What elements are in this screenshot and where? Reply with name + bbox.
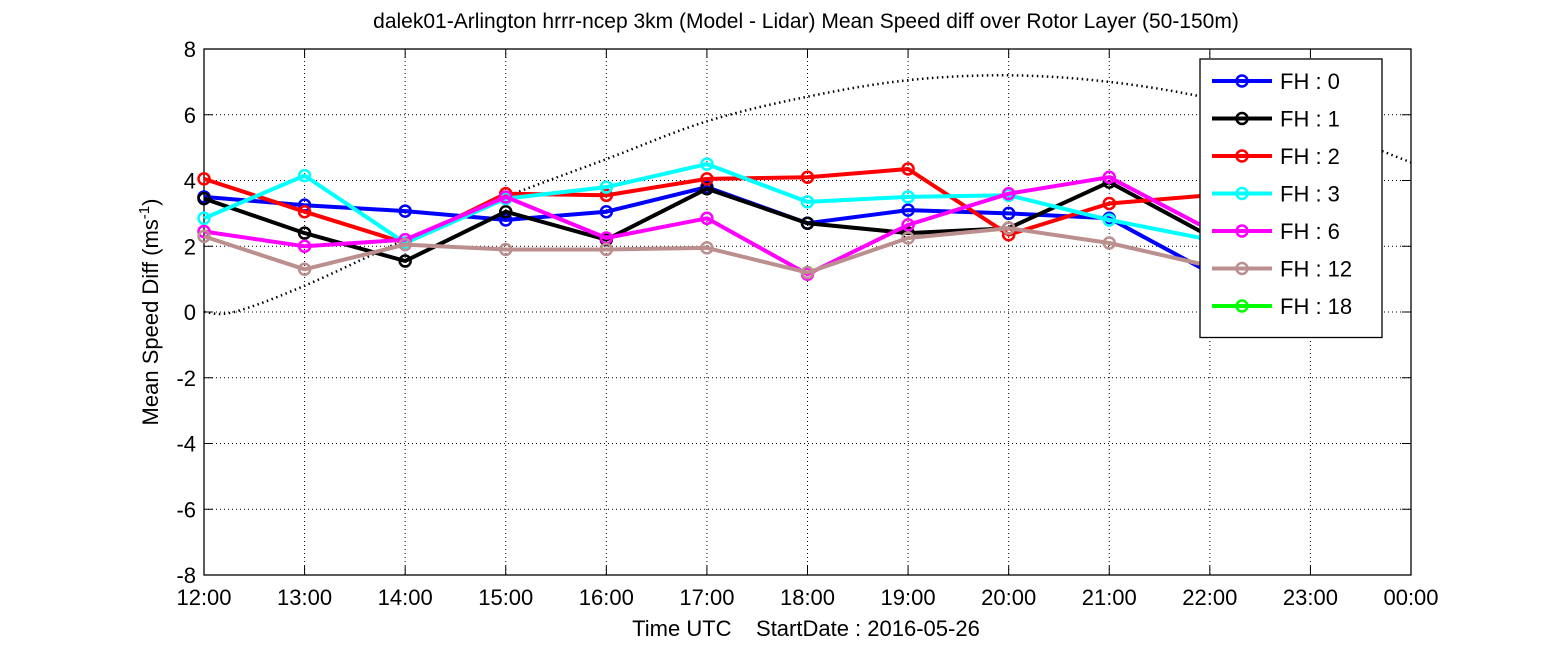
- x-tick-label: 17:00: [679, 585, 734, 610]
- data-point: [1102, 170, 1116, 184]
- x-tick-label: 12:00: [176, 585, 231, 610]
- y-tick-label: 6: [184, 103, 196, 128]
- y-axis-label: Mean Speed Diff (ms-1): [136, 199, 163, 426]
- legend-marker: [1235, 74, 1249, 88]
- data-point: [297, 239, 312, 253]
- data-point: [700, 172, 714, 186]
- x-tick-label: 19:00: [881, 585, 936, 610]
- series-line: [203, 226, 1211, 275]
- legend-label: FH : 0: [1280, 69, 1340, 94]
- legend-label: FH : 3: [1280, 182, 1340, 207]
- data-point: [1102, 213, 1116, 227]
- data-point: [297, 262, 312, 277]
- data-point: [1102, 236, 1116, 250]
- x-tick-label: 18:00: [780, 585, 835, 610]
- legend-label: FH : 12: [1280, 257, 1352, 282]
- x-tick-label: 16:00: [579, 585, 634, 610]
- x-tick-label: 23:00: [1283, 585, 1338, 610]
- data-point: [700, 211, 714, 226]
- y-axis-label-unit-exponent: -1: [136, 206, 153, 219]
- legend-label: FH : 1: [1280, 107, 1340, 132]
- y-axis-label-main: Mean Speed Diff (ms: [138, 219, 163, 425]
- data-point: [700, 241, 714, 255]
- legend-marker: [1235, 224, 1249, 238]
- data-point: [197, 229, 211, 244]
- legend-marker: [1235, 111, 1249, 126]
- y-tick-label: 8: [184, 37, 196, 62]
- data-point: [1001, 186, 1016, 201]
- x-axis-label: Time UTC StartDate : 2016-05-26: [632, 616, 980, 641]
- data-point: [901, 190, 915, 204]
- data-point: [599, 180, 614, 194]
- data-point: [499, 190, 513, 204]
- data-point: [1001, 221, 1016, 235]
- x-tick-label: 13:00: [277, 585, 332, 610]
- y-axis: -8 -6 -4 -2 0 2 4 6 8: [176, 37, 1411, 588]
- legend-label: FH : 6: [1280, 219, 1340, 244]
- y-tick-label: -6: [176, 497, 196, 522]
- data-point: [197, 211, 211, 226]
- y-tick-label: -2: [176, 366, 196, 391]
- series-group: [197, 157, 1217, 281]
- x-tick-label: 00:00: [1383, 585, 1438, 610]
- data-point: [700, 157, 714, 171]
- x-tick-label: 21:00: [1082, 585, 1137, 610]
- chart-title: dalek01-Arlington hrrr-ncep 3km (Model -…: [373, 10, 1239, 33]
- legend-marker: [1235, 186, 1249, 201]
- data-point: [901, 203, 915, 217]
- data-point: [599, 242, 614, 257]
- data-point: [297, 168, 312, 183]
- y-tick-label: 0: [184, 300, 196, 325]
- data-point: [800, 216, 815, 230]
- data-point: [398, 254, 412, 268]
- series-line: [203, 162, 1211, 245]
- series-line: [203, 167, 1210, 245]
- data-point: [599, 204, 614, 219]
- legend-label: FH : 18: [1280, 294, 1352, 319]
- data-point: [499, 242, 513, 257]
- x-tick-label: 22:00: [1182, 585, 1237, 610]
- series-fh-6: [197, 170, 1217, 281]
- data-point: [197, 191, 211, 206]
- data-point: [1001, 206, 1016, 221]
- data-point: [499, 213, 513, 227]
- y-tick-label: -8: [176, 563, 196, 588]
- data-point: [800, 265, 815, 280]
- data-point: [1102, 196, 1116, 211]
- x-tick-label: 15:00: [478, 585, 533, 610]
- legend-marker: [1235, 149, 1249, 163]
- y-tick-label: 2: [184, 234, 196, 259]
- x-axis: 12:00 13:00 14:00 15:00 16:00 17:00 18:00 19:00…: [176, 49, 1439, 610]
- data-point: [398, 237, 412, 252]
- legend-label: FH : 2: [1280, 144, 1340, 169]
- data-point: [901, 218, 915, 232]
- data-point: [901, 231, 915, 245]
- series-line: [203, 175, 1211, 277]
- y-tick-label: -4: [176, 432, 196, 457]
- y-tick-label: 4: [184, 169, 196, 194]
- legend-marker: [1235, 261, 1249, 276]
- data-point: [599, 188, 614, 203]
- legend: FH : 0 FH : 1 FH : 2 FH : 3 FH : 6 FH : 12 FH …: [1199, 58, 1383, 339]
- y-axis-label-close: ): [138, 199, 163, 206]
- legend-box: [1199, 58, 1383, 339]
- data-point: [800, 195, 815, 209]
- x-tick-label: 14:00: [378, 585, 433, 610]
- data-point: [499, 204, 513, 219]
- x-tick-label: 20:00: [981, 585, 1036, 610]
- data-point: [297, 204, 312, 219]
- data-point: [800, 170, 815, 184]
- data-point: [197, 172, 211, 186]
- data-point: [901, 162, 915, 176]
- data-point: [398, 204, 412, 218]
- legend-marker: [1235, 299, 1249, 313]
- data-point: [297, 226, 312, 240]
